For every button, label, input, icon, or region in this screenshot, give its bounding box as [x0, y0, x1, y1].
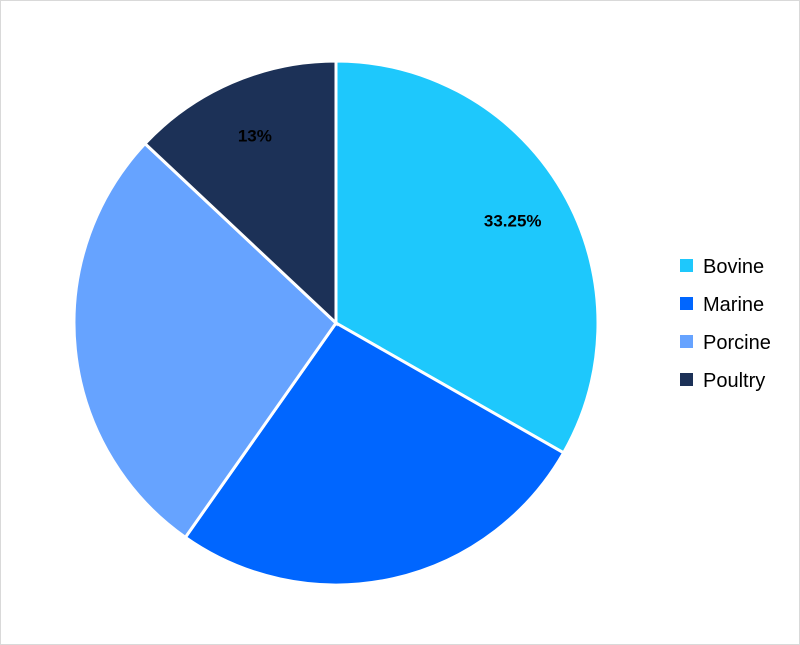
data-label-bovine: 33.25%	[484, 211, 542, 230]
legend-swatch	[680, 259, 693, 272]
pie-slice-bovine	[334, 59, 600, 455]
legend-swatch	[680, 373, 693, 386]
legend-item-porcine: Porcine	[680, 332, 771, 354]
legend-item-poultry: Poultry	[680, 370, 765, 392]
legend-item-marine: Marine	[680, 294, 764, 316]
pie-slice-poultry	[142, 59, 338, 327]
legend-label: Marine	[703, 294, 764, 316]
legend-swatch	[680, 335, 693, 348]
legend-label: Bovine	[703, 256, 764, 278]
pie-slice-porcine	[72, 141, 338, 540]
legend-item-bovine: Bovine	[680, 256, 764, 278]
data-label-poultry: 13%	[238, 126, 272, 145]
legend-label: Poultry	[703, 370, 765, 392]
legend-label: Porcine	[703, 332, 771, 354]
legend-swatch	[680, 297, 693, 310]
pie-slice-marine	[183, 321, 566, 587]
